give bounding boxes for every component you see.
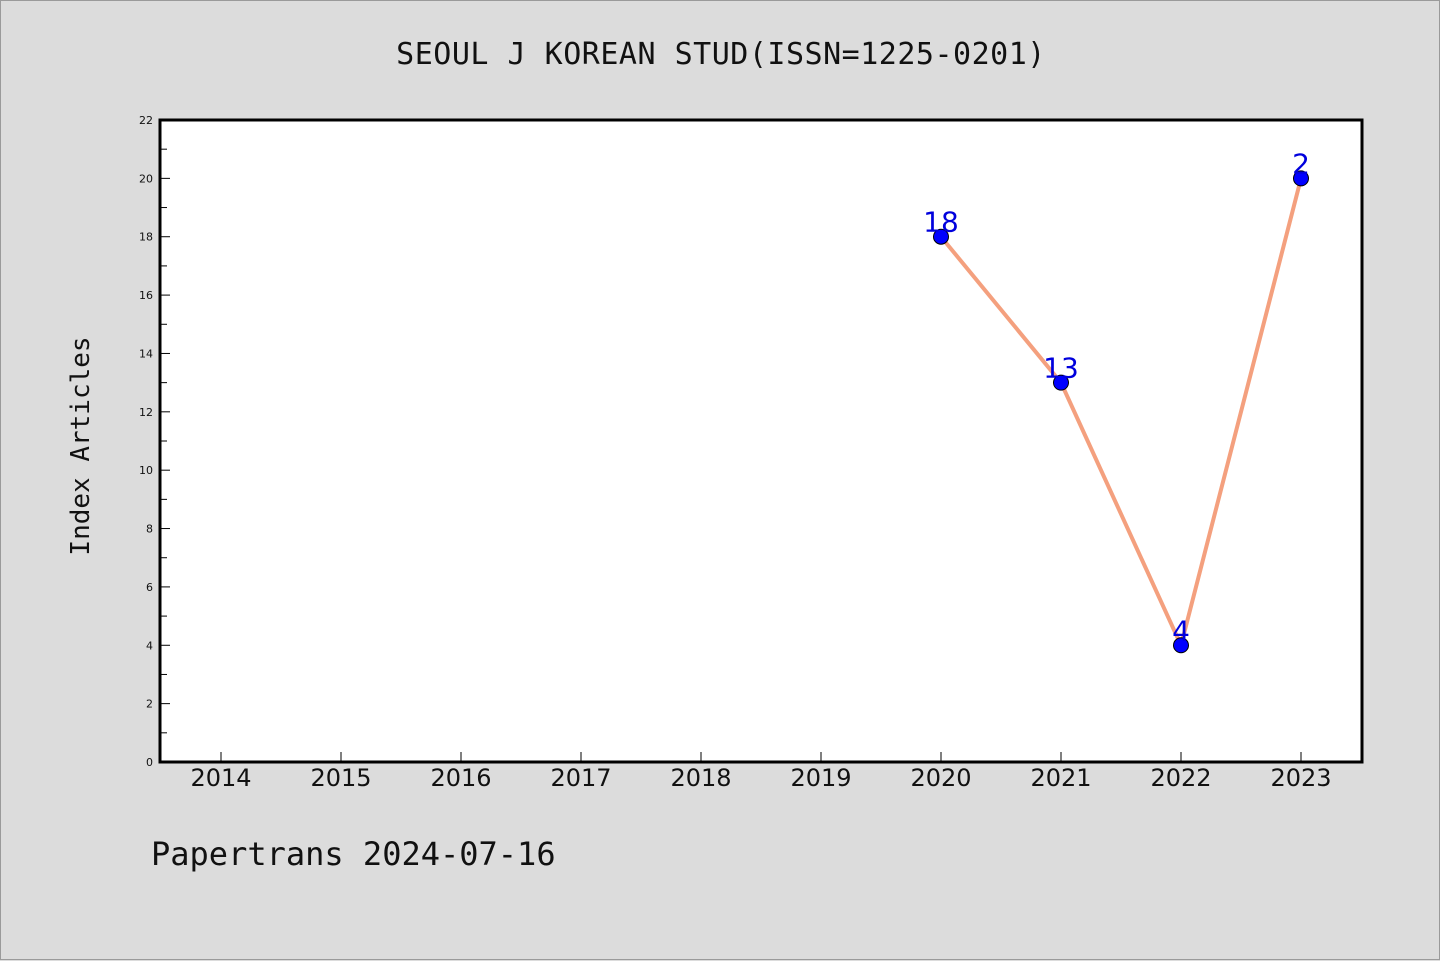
data-label: 4 [1172, 614, 1190, 647]
data-label: 18 [923, 206, 959, 239]
x-tick-label: 2022 [1150, 764, 1211, 792]
y-tick-label: 12 [139, 406, 153, 419]
x-tick-label: 2014 [190, 764, 251, 792]
y-tick-label: 2 [146, 698, 153, 711]
series-line [939, 177, 1303, 648]
x-tick-label: 2021 [1030, 764, 1091, 792]
y-tick-label: 16 [139, 289, 153, 302]
x-tick-label: 2015 [310, 764, 371, 792]
x-tick-label: 2016 [430, 764, 491, 792]
x-tick-label: 2023 [1270, 764, 1331, 792]
footer-credit: Papertrans 2024-07-16 [151, 835, 556, 873]
data-label: 2 [1292, 147, 1310, 180]
data-point [933, 228, 949, 245]
y-tick-label: 4 [146, 639, 153, 652]
y-tick-label: 6 [146, 581, 153, 594]
data-point [1053, 374, 1069, 391]
chart-title: SEOUL J KOREAN STUD(ISSN=1225-0201) [396, 37, 1046, 72]
x-tick-label: 2019 [790, 764, 851, 792]
y-tick-label: 22 [139, 114, 153, 127]
x-tick-label: 2020 [910, 764, 971, 792]
data-label: 13 [1043, 352, 1079, 385]
y-tick-label: 0 [146, 756, 153, 769]
data-point [1173, 637, 1189, 654]
y-tick-label: 8 [146, 523, 153, 536]
x-tick-label: 2018 [670, 764, 731, 792]
y-tick-label: 10 [139, 464, 153, 477]
data-point [1293, 170, 1309, 187]
y-tick-label: 20 [139, 172, 153, 185]
plot-area [158, 118, 1364, 764]
y-tick-label: 18 [139, 231, 153, 244]
x-tick-label: 2017 [550, 764, 611, 792]
y-tick-label: 14 [139, 347, 153, 360]
